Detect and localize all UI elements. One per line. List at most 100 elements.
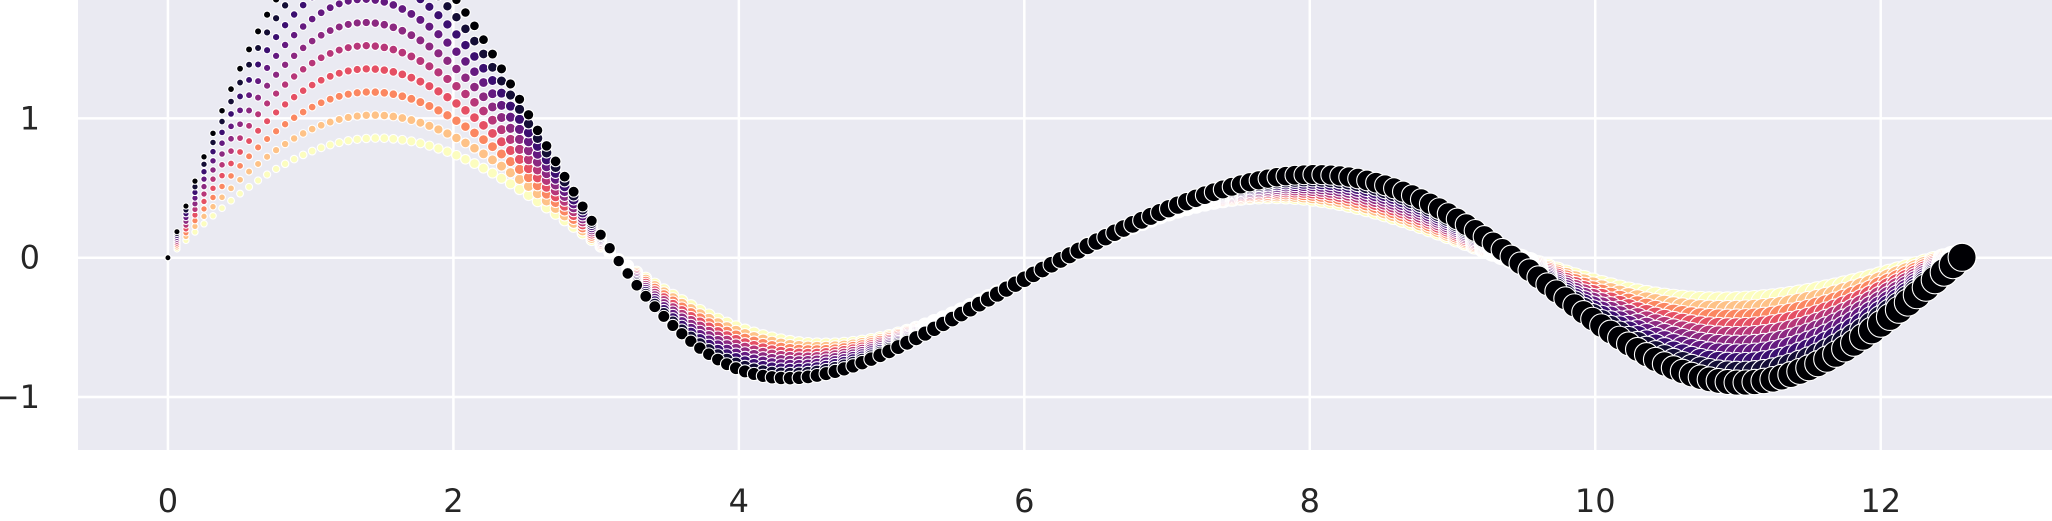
data-point <box>298 0 308 10</box>
data-point <box>495 87 508 99</box>
data-point <box>434 0 442 2</box>
data-point <box>424 81 435 92</box>
data-point <box>522 109 535 121</box>
data-point <box>388 66 399 77</box>
data-point <box>271 70 281 79</box>
data-point <box>253 27 263 36</box>
data-point <box>218 128 226 137</box>
data-point <box>424 100 435 112</box>
data-point <box>469 127 480 139</box>
data-point <box>227 122 235 131</box>
data-point <box>442 146 453 157</box>
data-point <box>603 241 616 255</box>
data-point <box>460 88 471 100</box>
data-point <box>460 72 471 84</box>
data-point <box>325 71 335 81</box>
data-point <box>307 124 317 134</box>
data-point <box>352 0 362 5</box>
data-point <box>397 69 408 80</box>
data-point <box>352 18 362 28</box>
data-point <box>451 132 462 144</box>
data-point <box>442 128 453 139</box>
data-point <box>298 22 308 31</box>
data-point <box>1947 242 1977 272</box>
y-tick-label: 1 <box>20 99 40 137</box>
data-point <box>200 160 208 169</box>
data-point <box>164 254 172 262</box>
data-point <box>325 48 335 58</box>
data-point <box>245 152 254 161</box>
data-point <box>424 41 435 52</box>
data-point <box>191 177 199 185</box>
data-point <box>433 10 444 21</box>
data-point <box>343 136 353 146</box>
data-point <box>460 39 471 51</box>
data-point <box>253 159 263 169</box>
data-point <box>307 146 317 156</box>
data-point <box>451 149 462 161</box>
data-point <box>253 43 263 53</box>
data-point <box>388 133 399 144</box>
data-point <box>433 48 444 59</box>
data-point <box>289 113 299 123</box>
data-point <box>218 106 226 115</box>
data-point <box>227 196 235 205</box>
data-point <box>227 134 235 143</box>
data-point <box>379 19 390 30</box>
data-point <box>200 175 208 183</box>
data-point <box>262 152 272 161</box>
data-point <box>316 8 326 18</box>
data-point <box>415 76 426 87</box>
data-point <box>388 22 399 33</box>
data-point <box>513 93 526 106</box>
data-point <box>379 133 390 144</box>
data-point <box>262 63 272 73</box>
data-point <box>209 211 217 220</box>
data-point <box>280 20 290 30</box>
data-point <box>271 0 281 4</box>
data-point <box>397 134 408 145</box>
x-tick-label: 0 <box>158 482 178 520</box>
data-point <box>271 89 281 98</box>
data-point <box>451 115 462 127</box>
data-point <box>200 205 208 213</box>
data-point <box>406 115 417 126</box>
data-point <box>451 0 462 6</box>
data-point <box>388 111 399 122</box>
data-point <box>262 170 272 179</box>
data-point <box>478 162 489 174</box>
data-point <box>262 46 272 55</box>
data-point <box>361 64 372 74</box>
data-point <box>442 19 453 30</box>
data-point <box>253 76 263 86</box>
data-point <box>343 0 353 6</box>
data-point <box>298 107 308 117</box>
data-point <box>558 170 571 183</box>
data-point <box>469 96 480 108</box>
data-point <box>182 202 190 210</box>
data-point <box>495 160 508 172</box>
data-point <box>200 190 208 198</box>
data-point <box>370 110 381 120</box>
data-point <box>666 318 680 333</box>
data-point <box>209 147 217 156</box>
data-point <box>406 51 417 62</box>
data-point <box>370 18 381 28</box>
data-point <box>469 112 480 124</box>
data-point <box>227 97 235 106</box>
data-point <box>361 87 372 97</box>
data-point <box>200 182 208 191</box>
data-point <box>298 129 308 138</box>
data-point <box>361 133 372 144</box>
data-point <box>451 29 462 40</box>
data-point <box>173 228 181 236</box>
x-tick-label: 8 <box>1300 482 1320 520</box>
data-point <box>236 189 245 198</box>
data-point <box>343 43 353 53</box>
data-point <box>478 119 489 131</box>
data-point <box>200 212 208 221</box>
x-tick-label: 10 <box>1575 482 1616 520</box>
data-point <box>253 93 263 102</box>
data-point <box>406 72 417 83</box>
